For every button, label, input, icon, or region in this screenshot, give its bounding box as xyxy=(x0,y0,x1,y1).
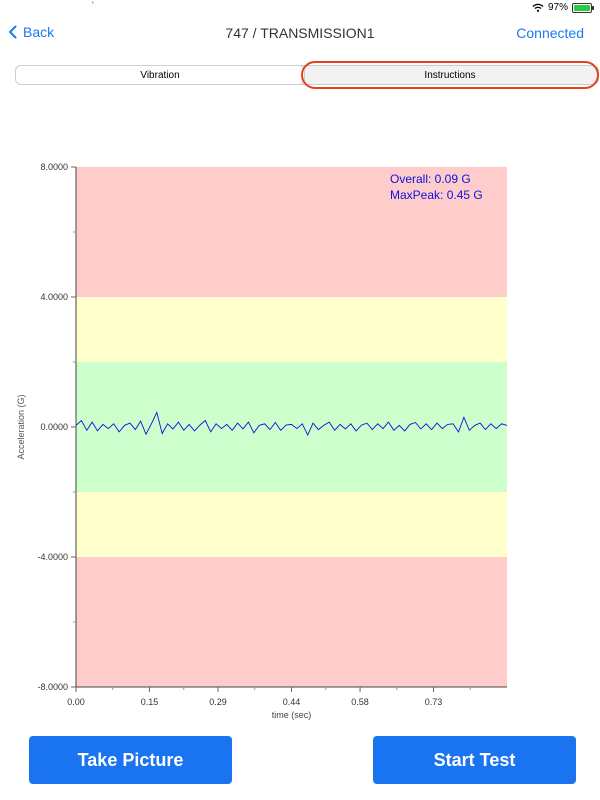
navigation-bar: Back 747 / TRANSMISSION1 Connected xyxy=(0,20,600,48)
chart-band-2 xyxy=(76,362,507,492)
tab-instructions[interactable]: Instructions xyxy=(301,61,599,89)
back-label: Back xyxy=(23,24,55,40)
chart-svg: 8.0000 4.0000 0.0000 -4.0000 -8.0000 0.00 0.15… xyxy=(16,162,508,720)
battery-icon xyxy=(572,2,594,13)
take-picture-button[interactable]: Take Picture xyxy=(29,736,232,784)
x-tick-label: 0.00 xyxy=(67,697,85,707)
y-tick-label: 4.0000 xyxy=(40,292,68,302)
x-tick-label: 0.73 xyxy=(425,697,443,707)
x-tick-label: 0.15 xyxy=(141,697,159,707)
series-line-0 xyxy=(75,411,508,437)
back-button[interactable]: Back xyxy=(8,24,54,40)
battery-fill xyxy=(574,4,590,11)
wifi-icon xyxy=(532,3,544,12)
status-right: 97% xyxy=(532,2,594,13)
start-test-button[interactable]: Start Test xyxy=(373,736,576,784)
status-tick: ' xyxy=(92,0,94,10)
chart-annotation: Overall: 0.09 G xyxy=(390,172,471,186)
y-tick-label: 0.0000 xyxy=(40,422,68,432)
y-tick-label: -4.0000 xyxy=(37,552,68,562)
status-bar: ' 97% xyxy=(0,0,600,14)
page-title: 747 / TRANSMISSION1 xyxy=(225,25,375,41)
y-tick-label: -8.0000 xyxy=(37,682,68,692)
chart-band-4 xyxy=(76,557,507,687)
chart-band-0 xyxy=(76,167,507,297)
x-tick-label: 0.58 xyxy=(351,697,369,707)
y-tick-label: 8.0000 xyxy=(40,162,68,172)
chart-annotation: MaxPeak: 0.45 G xyxy=(390,188,483,202)
connected-button[interactable]: Connected xyxy=(516,25,584,41)
tab-vibration[interactable]: Vibration xyxy=(15,65,305,85)
chart-band-3 xyxy=(76,492,507,557)
battery-percent: 97% xyxy=(547,2,568,13)
vibration-chart: 8.0000 4.0000 0.0000 -4.0000 -8.0000 0.00 0.15… xyxy=(0,150,600,730)
segmented-control: Vibration Instructions xyxy=(15,61,599,89)
x-tick-label: 0.29 xyxy=(209,697,227,707)
battery-cap xyxy=(592,5,594,10)
x-axis-label: time (sec) xyxy=(272,710,312,720)
chevron-left-icon xyxy=(9,25,17,39)
y-axis-label: Acceleration (G) xyxy=(16,394,26,459)
chart-band-1 xyxy=(76,297,507,362)
x-tick-label: 0.44 xyxy=(283,697,301,707)
